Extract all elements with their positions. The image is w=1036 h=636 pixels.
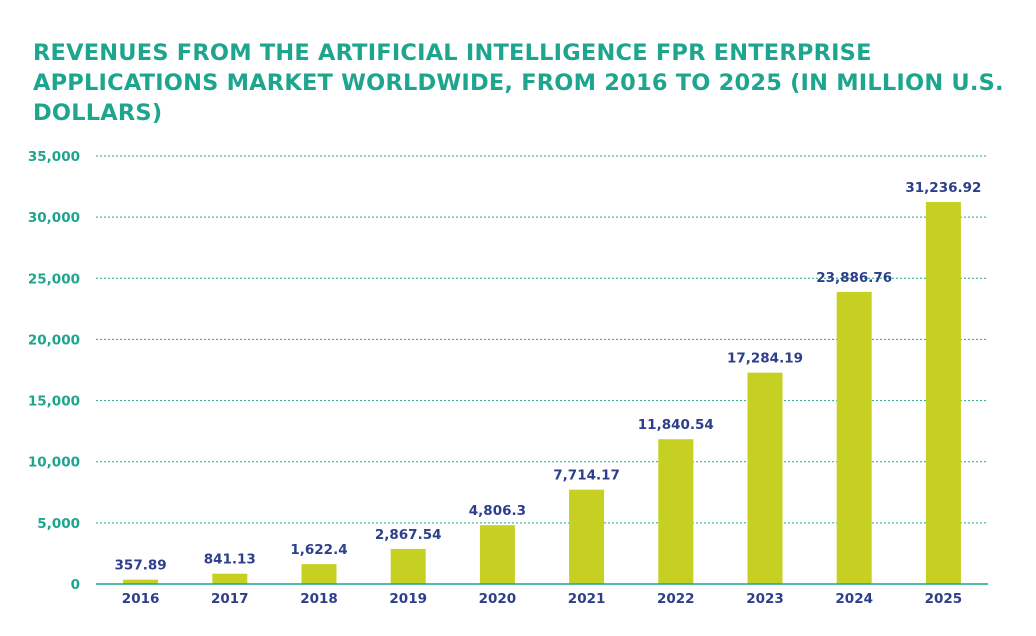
x-tick-label: 2020 [479,591,517,607]
data-label-2023: 17,284.19 [727,351,803,367]
y-tick-label: 20,000 [28,332,80,348]
y-tick-label: 30,000 [28,210,80,226]
x-tick-label: 2021 [568,591,606,607]
bar-2016 [123,579,159,584]
x-tick-label: 2025 [925,591,963,607]
chart-title: REVENUES FROM THE ARTIFICIAL INTELLIGENC… [33,40,1004,126]
x-tick-label: 2022 [657,591,695,607]
x-axis-ticks: 2016 2017 2018 2019 2020 2021 2022 2023 2024 2025 [122,591,962,607]
bar-2021 [569,489,605,584]
bar-2022 [658,439,694,584]
data-label-2024: 23,886.76 [816,270,892,286]
bar-2019 [390,548,426,584]
bars [123,202,961,584]
bar-2024 [836,291,872,584]
x-tick-label: 2023 [746,591,784,607]
x-tick-label: 2018 [300,591,338,607]
data-label-2017: 841.13 [204,552,256,568]
bar-2023 [747,372,783,584]
data-labels: 357.89 841.13 1,622.4 2,867.54 4,806.3 7,714.… [115,180,982,574]
x-tick-label: 2016 [122,591,160,607]
x-tick-label: 2017 [211,591,249,607]
data-label-2016: 357.89 [115,558,167,574]
x-tick-label: 2019 [389,591,427,607]
data-label-2021: 7,714.17 [553,468,620,484]
y-tick-label: 15,000 [28,394,80,410]
bar-2025 [925,202,961,584]
data-label-2019: 2,867.54 [375,527,442,543]
data-label-2025: 31,236.92 [905,180,981,196]
bar-2020 [479,525,515,584]
x-tick-label: 2024 [835,591,873,607]
y-tick-label: 10,000 [28,455,80,471]
data-label-2018: 1,622.4 [290,542,347,558]
data-label-2020: 4,806.3 [469,503,526,519]
y-tick-label: 35,000 [28,149,80,165]
bar-2018 [301,564,337,584]
y-tick-label: 0 [71,577,80,593]
bar-2017 [212,573,248,584]
gridlines [96,155,988,524]
y-axis-ticks: 0 5,000 10,000 15,000 20,000 25,000 30,000 35,0… [28,149,80,593]
data-label-2022: 11,840.54 [638,417,714,433]
y-tick-label: 5,000 [37,516,80,532]
y-tick-label: 25,000 [28,271,80,287]
